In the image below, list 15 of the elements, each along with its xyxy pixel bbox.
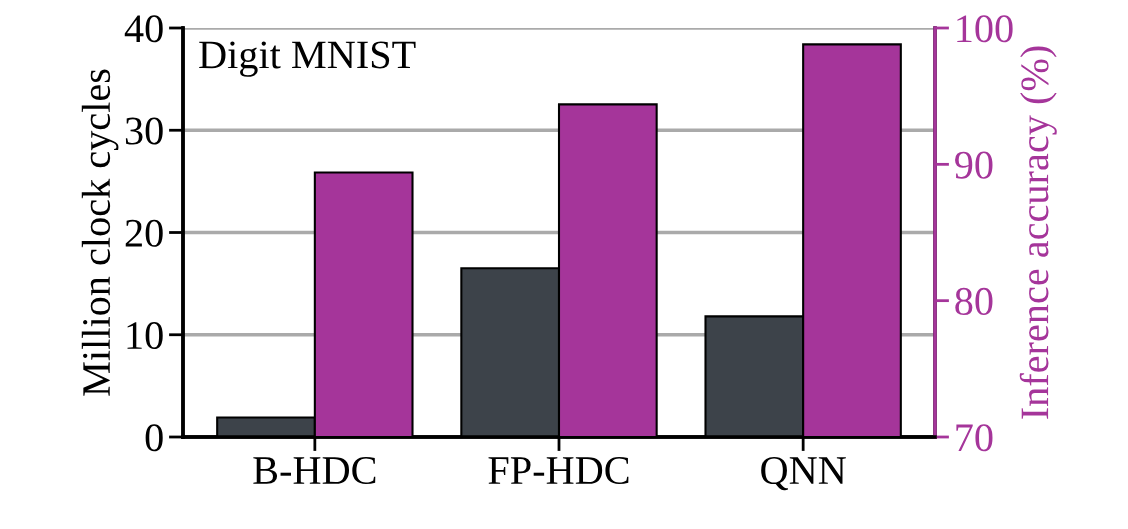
y-tick-label: 40 [124,15,163,43]
y2-tick-label: 80 [955,287,993,316]
x-tick-label: B-HDC [253,457,376,485]
y-tick-label: 20 [125,219,163,247]
y2-tick-label: 100 [957,15,1013,43]
y-tick-label: 0 [145,424,163,452]
y2-tick-label: 70 [956,424,993,452]
annotation: Digit MNIST [199,41,416,77]
y-axis-title: Million clock cycles [81,69,119,396]
y-tick-label: 10 [127,321,163,350]
y2-axis-title: Inference accuracy (%) [1019,46,1057,419]
y2-tick-label: 90 [955,151,993,179]
y-tick-label: 30 [125,117,163,145]
x-tick-label: FP-HDC [488,457,629,485]
x-tick-label: QNN [761,457,846,491]
